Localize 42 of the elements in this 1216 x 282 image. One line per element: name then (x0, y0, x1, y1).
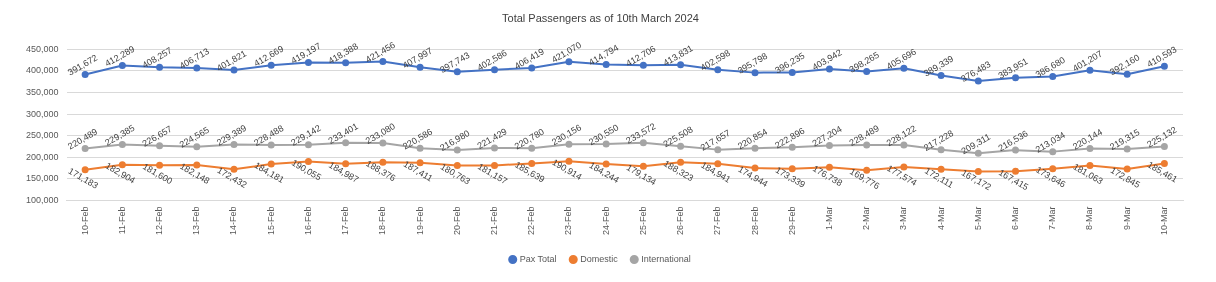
x-tick-label: 18-Feb (377, 206, 388, 236)
x-tick-label: 1-Mar (823, 206, 834, 230)
x-tick-label: 8-Mar (1084, 206, 1095, 230)
legend-label: Domestic (580, 253, 619, 264)
y-tick-label: 400,000 (25, 65, 59, 76)
x-tick-label: 7-Mar (1047, 206, 1058, 230)
x-tick-label: 23-Feb (563, 206, 574, 236)
x-tick-label: 19-Feb (414, 206, 425, 236)
x-tick-label: 20-Feb (451, 206, 462, 236)
x-tick-label: 13-Feb (191, 206, 202, 236)
x-tick-label: 17-Feb (340, 206, 351, 236)
y-tick-label: 200,000 (25, 151, 59, 162)
x-tick-label: 6-Mar (1010, 206, 1021, 230)
x-tick-label: 27-Feb (712, 206, 723, 236)
x-tick-label: 25-Feb (637, 206, 648, 236)
x-tick-label: 16-Feb (302, 206, 313, 236)
x-tick-label: 26-Feb (675, 206, 686, 236)
x-tick-label: 12-Feb (154, 206, 165, 236)
x-tick-label: 21-Feb (489, 206, 499, 236)
x-tick-label: 28-Feb (749, 206, 760, 236)
y-tick-label: 150,000 (25, 173, 59, 184)
y-tick-label: 450,000 (25, 43, 59, 54)
legend-label: Pax Total (519, 253, 557, 264)
y-tick-label: 300,000 (25, 108, 59, 119)
x-tick-label: 4-Mar (935, 206, 946, 230)
x-tick-label: 2-Mar (861, 206, 872, 230)
y-tick-label: 350,000 (25, 86, 59, 97)
chart-title: Total Passengers as of 10th March 2024 (502, 11, 699, 24)
x-tick-label: 14-Feb (228, 206, 239, 236)
x-tick-label: 29-Feb (786, 206, 797, 236)
x-tick-label: 10-Feb (79, 206, 90, 236)
x-tick-label: 24-Feb (600, 206, 611, 236)
x-tick-label: 5-Mar (972, 206, 983, 230)
x-tick-label: 15-Feb (265, 206, 276, 236)
legend-label: International (641, 253, 691, 264)
y-tick-label: 100,000 (25, 194, 59, 205)
x-tick-label: 10-Mar (1158, 206, 1169, 235)
x-tick-label: 22-Feb (526, 206, 537, 236)
x-tick-label: 3-Mar (898, 206, 909, 230)
y-tick-label: 250,000 (25, 130, 59, 141)
x-tick-label: 11-Feb (116, 206, 127, 235)
x-tick-label: 9-Mar (1121, 206, 1132, 230)
